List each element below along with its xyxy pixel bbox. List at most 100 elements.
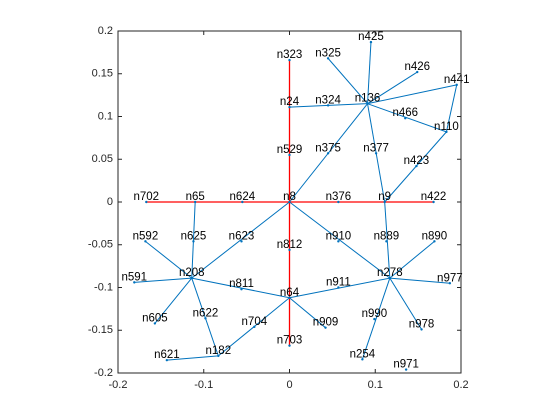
edge bbox=[445, 84, 458, 132]
y-tick-label: -0.05 bbox=[88, 239, 113, 251]
node bbox=[288, 344, 291, 347]
node-label: n8 bbox=[283, 191, 296, 203]
node bbox=[204, 317, 207, 320]
node bbox=[404, 117, 407, 120]
edge bbox=[154, 277, 193, 324]
node bbox=[217, 354, 220, 358]
node-label: n702 bbox=[134, 191, 160, 203]
x-tick-label: 0.2 bbox=[453, 379, 468, 391]
node-label: n425 bbox=[358, 31, 384, 43]
y-tick-label: -0.15 bbox=[88, 324, 113, 336]
node-label: n812 bbox=[277, 239, 303, 251]
node bbox=[361, 358, 364, 361]
edge bbox=[384, 131, 447, 203]
node-label: n624 bbox=[230, 191, 256, 203]
node-label: n423 bbox=[404, 155, 430, 167]
node-label: n376 bbox=[326, 191, 352, 203]
node bbox=[144, 240, 147, 243]
edge bbox=[389, 240, 435, 279]
edge bbox=[145, 240, 193, 279]
edge bbox=[289, 201, 391, 279]
node bbox=[324, 326, 327, 329]
node bbox=[193, 200, 197, 204]
node-label: n592 bbox=[133, 230, 159, 242]
node bbox=[326, 152, 330, 155]
node-label: n977 bbox=[437, 272, 463, 284]
node-label: n971 bbox=[393, 359, 419, 371]
node-label: n208 bbox=[179, 267, 205, 279]
edge bbox=[389, 277, 422, 330]
y-tick-label: 0.1 bbox=[98, 110, 113, 122]
node bbox=[288, 200, 291, 204]
node bbox=[145, 200, 148, 204]
edge bbox=[134, 277, 192, 283]
axes: -0.2 -0.1 0 0.1 0.2 -0.2 -0.15 -0.1 -0.05 0 0.05 0.… bbox=[88, 25, 469, 391]
node bbox=[388, 276, 392, 280]
node bbox=[420, 328, 423, 331]
node bbox=[288, 153, 291, 157]
node-label: n24 bbox=[280, 96, 300, 108]
node bbox=[445, 130, 448, 134]
node-label: n254 bbox=[350, 348, 376, 360]
node-label: n377 bbox=[363, 142, 389, 154]
edge bbox=[327, 58, 368, 105]
node-label: n703 bbox=[277, 335, 303, 347]
node bbox=[240, 240, 243, 243]
node-label: n426 bbox=[404, 61, 430, 73]
node bbox=[374, 152, 378, 155]
node bbox=[288, 58, 291, 62]
node bbox=[288, 296, 291, 299]
node bbox=[373, 317, 376, 321]
edge bbox=[289, 297, 326, 329]
node bbox=[288, 105, 291, 109]
node-label: n466 bbox=[392, 107, 418, 119]
y-tick-label: -0.2 bbox=[94, 367, 113, 379]
node bbox=[455, 83, 458, 87]
node-label: n704 bbox=[242, 316, 268, 328]
node bbox=[416, 70, 419, 74]
node-label: n909 bbox=[313, 317, 339, 329]
node-label: n441 bbox=[444, 74, 470, 86]
edge bbox=[389, 277, 450, 284]
node-label: n910 bbox=[326, 230, 352, 242]
node-label: n622 bbox=[193, 307, 219, 319]
node bbox=[432, 200, 435, 204]
node bbox=[288, 248, 291, 252]
node-label: n325 bbox=[315, 47, 341, 59]
node-label: n890 bbox=[422, 230, 448, 242]
edge bbox=[367, 42, 372, 104]
node-label: n323 bbox=[277, 49, 303, 61]
node bbox=[240, 288, 243, 291]
nodes: n425 n325 n323 n426 n441 n24 n324 n136 n466 n110 n… bbox=[121, 31, 470, 371]
node-label: n65 bbox=[186, 191, 205, 203]
edge bbox=[191, 277, 219, 357]
x-tick-label: -0.2 bbox=[109, 379, 128, 391]
node-label: n621 bbox=[154, 349, 180, 361]
node-label: n623 bbox=[229, 230, 255, 242]
y-tick-label: 0 bbox=[107, 196, 113, 208]
y-tick-label: 0.05 bbox=[92, 153, 113, 165]
node bbox=[192, 240, 195, 243]
node bbox=[165, 358, 169, 362]
x-tick-label: 0.1 bbox=[368, 379, 383, 391]
node-label: n605 bbox=[142, 312, 168, 324]
node bbox=[366, 102, 369, 105]
node-label: n978 bbox=[409, 318, 435, 330]
node bbox=[326, 104, 330, 107]
node-label: n64 bbox=[280, 287, 300, 299]
node bbox=[133, 281, 136, 284]
node bbox=[415, 164, 418, 168]
node bbox=[383, 200, 386, 204]
edge bbox=[191, 201, 290, 279]
node bbox=[369, 40, 373, 44]
node bbox=[153, 322, 157, 325]
edge bbox=[367, 71, 418, 105]
node-label: n422 bbox=[421, 191, 447, 203]
edge bbox=[367, 84, 457, 105]
y-tick-label: 0.15 bbox=[92, 68, 113, 80]
edge bbox=[367, 103, 447, 133]
node-label: n375 bbox=[315, 142, 341, 154]
node bbox=[433, 240, 436, 243]
edge bbox=[384, 201, 391, 279]
